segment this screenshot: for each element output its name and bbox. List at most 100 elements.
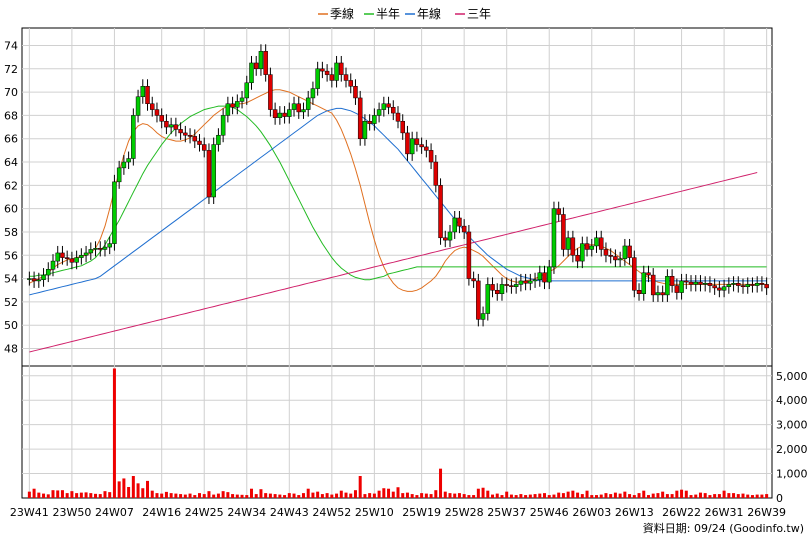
volume-bar xyxy=(358,476,362,498)
candlestick xyxy=(79,248,84,265)
candle-body xyxy=(736,282,741,286)
candlestick xyxy=(55,245,60,269)
price-tick-label: 68 xyxy=(4,109,18,122)
x-tick-label: 25W19 xyxy=(402,506,441,519)
candle-body xyxy=(764,284,769,289)
candle-body xyxy=(598,237,604,250)
candle-body xyxy=(357,97,363,139)
volume-bar xyxy=(509,494,513,498)
candlestick xyxy=(409,131,415,161)
candle-body xyxy=(551,208,557,268)
volume-tick-label: 0 xyxy=(776,492,783,505)
price-axis: 48 50 52 54 56 58 60 62 64 66 68 70 72 74 xyxy=(4,39,18,355)
volume-bar xyxy=(235,494,239,498)
candlestick xyxy=(665,269,670,302)
candle-body xyxy=(428,150,434,163)
candle-body xyxy=(613,256,618,261)
volume-bar xyxy=(283,495,287,498)
volume-bar xyxy=(566,491,570,498)
volume-bar xyxy=(538,493,542,498)
volume-bar xyxy=(297,495,301,498)
volume-bar xyxy=(495,493,499,498)
volume-bar xyxy=(245,495,249,498)
legend-label: 年線 xyxy=(417,6,441,21)
candle-body xyxy=(41,274,46,281)
candlestick xyxy=(504,277,509,293)
volume-bar xyxy=(528,494,532,498)
candle-body xyxy=(277,112,283,118)
candle-body xyxy=(693,281,698,285)
candlestick xyxy=(74,250,79,270)
ma-line-4 xyxy=(29,172,758,353)
candlestick xyxy=(287,102,292,124)
volume-bar xyxy=(301,493,305,498)
candle-body xyxy=(542,272,547,283)
candle-body xyxy=(244,82,250,99)
candlestick xyxy=(225,96,231,123)
candlestick xyxy=(650,268,656,302)
candlestick xyxy=(83,245,89,263)
candle-body xyxy=(759,282,765,285)
candlestick xyxy=(291,96,297,117)
volume-bar xyxy=(448,493,452,498)
candle-body xyxy=(64,257,70,260)
volume-bar xyxy=(146,480,150,498)
candle-body xyxy=(305,97,311,110)
candlestick xyxy=(206,143,212,204)
volume-bar xyxy=(254,494,258,498)
candle-body xyxy=(258,51,264,70)
candle-body xyxy=(353,86,358,99)
volume-bar xyxy=(708,495,712,498)
candlestick xyxy=(457,210,462,234)
volume-bar xyxy=(599,494,603,498)
volume-bar xyxy=(226,492,230,498)
candle-body xyxy=(584,243,590,250)
candlestick xyxy=(41,268,46,287)
candlestick xyxy=(135,89,141,123)
candle-body xyxy=(149,103,155,110)
price-tick-label: 64 xyxy=(4,156,18,169)
volume-bar xyxy=(552,494,556,498)
candlestick xyxy=(532,272,538,288)
volume-bar xyxy=(268,493,272,498)
volume-bar xyxy=(750,495,754,498)
candlestick xyxy=(759,276,765,292)
candlestick xyxy=(324,64,330,82)
candlestick xyxy=(126,151,131,170)
candle-body xyxy=(93,248,98,250)
candlestick xyxy=(433,155,439,193)
price-tick-label: 52 xyxy=(4,296,18,309)
volume-bar xyxy=(713,494,717,498)
candlestick xyxy=(192,129,198,149)
candle-body xyxy=(731,282,736,285)
volume-bar xyxy=(746,494,750,498)
candle-body xyxy=(636,289,642,294)
candle-body xyxy=(239,97,245,102)
volume-bar xyxy=(160,493,164,498)
candlestick xyxy=(69,251,75,270)
volume-bar xyxy=(112,368,116,498)
candle-body xyxy=(187,134,193,137)
candlestick xyxy=(424,139,429,158)
volume-bar xyxy=(188,493,192,498)
candle-body xyxy=(603,249,609,256)
candlestick xyxy=(244,75,250,105)
candle-body xyxy=(745,284,750,287)
candle-body xyxy=(135,96,141,116)
volume-bar xyxy=(741,493,745,498)
price-tick-label: 70 xyxy=(4,86,18,99)
candle-body xyxy=(372,115,377,124)
candle-body xyxy=(698,281,703,285)
candlestick xyxy=(301,102,306,119)
candle-body xyxy=(249,62,254,84)
volume-bar xyxy=(382,488,386,498)
candlestick xyxy=(660,285,665,302)
candlestick xyxy=(523,273,528,291)
candle-body xyxy=(74,257,79,263)
x-tick-label: 24W43 xyxy=(270,506,309,519)
candle-body xyxy=(443,237,448,241)
candle-body xyxy=(183,132,188,136)
volume-bar xyxy=(524,495,528,498)
candlestick xyxy=(376,102,382,123)
chart-legend: 季線 半年 年線 三年 xyxy=(318,6,491,21)
